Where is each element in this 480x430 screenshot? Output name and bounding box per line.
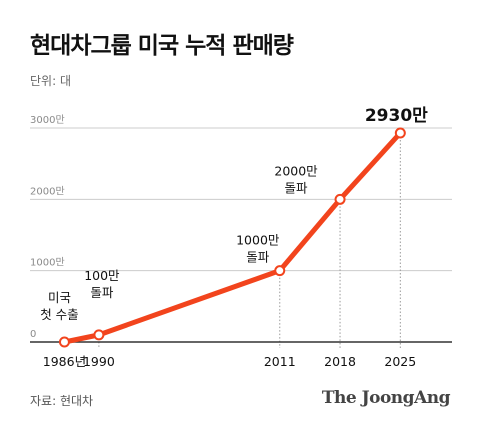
data-point xyxy=(274,265,286,277)
data-point xyxy=(93,329,105,341)
y-tick-label: 0 xyxy=(30,329,36,340)
annotation-label: 돌파 xyxy=(246,250,270,265)
annotation-label: 첫 수출 xyxy=(40,307,78,322)
value-callout: 2930만 xyxy=(365,106,428,126)
chart-title: 현대차그룹 미국 누적 판매량 xyxy=(30,33,294,59)
x-tick-label: 2025 xyxy=(384,354,416,369)
annotation-label: 돌파 xyxy=(285,180,309,195)
y-tick-label: 2000만 xyxy=(30,185,65,197)
unit-label: 단위: 대 xyxy=(30,74,71,88)
y-tick-label: 1000만 xyxy=(30,257,65,269)
data-point xyxy=(334,193,346,205)
annotation-label: 2000만 xyxy=(274,163,318,178)
data-point xyxy=(394,127,406,139)
brand-logo: The JoongAng xyxy=(321,388,451,408)
x-tick-label: 2018 xyxy=(324,354,356,369)
annotation-label: 미국 xyxy=(48,290,71,305)
series-line xyxy=(61,130,403,345)
y-tick-label: 3000만 xyxy=(30,114,65,126)
annotation-label: 100만 xyxy=(84,268,120,283)
x-tick-label: 1990 xyxy=(83,354,115,369)
x-tick-label: 1986년 xyxy=(43,354,86,369)
annotation-label: 돌파 xyxy=(90,285,114,300)
x-tick-label: 2011 xyxy=(264,354,296,369)
source-label: 자료: 현대차 xyxy=(30,394,94,408)
annotation-label: 1000만 xyxy=(236,233,280,248)
data-point xyxy=(58,336,70,348)
